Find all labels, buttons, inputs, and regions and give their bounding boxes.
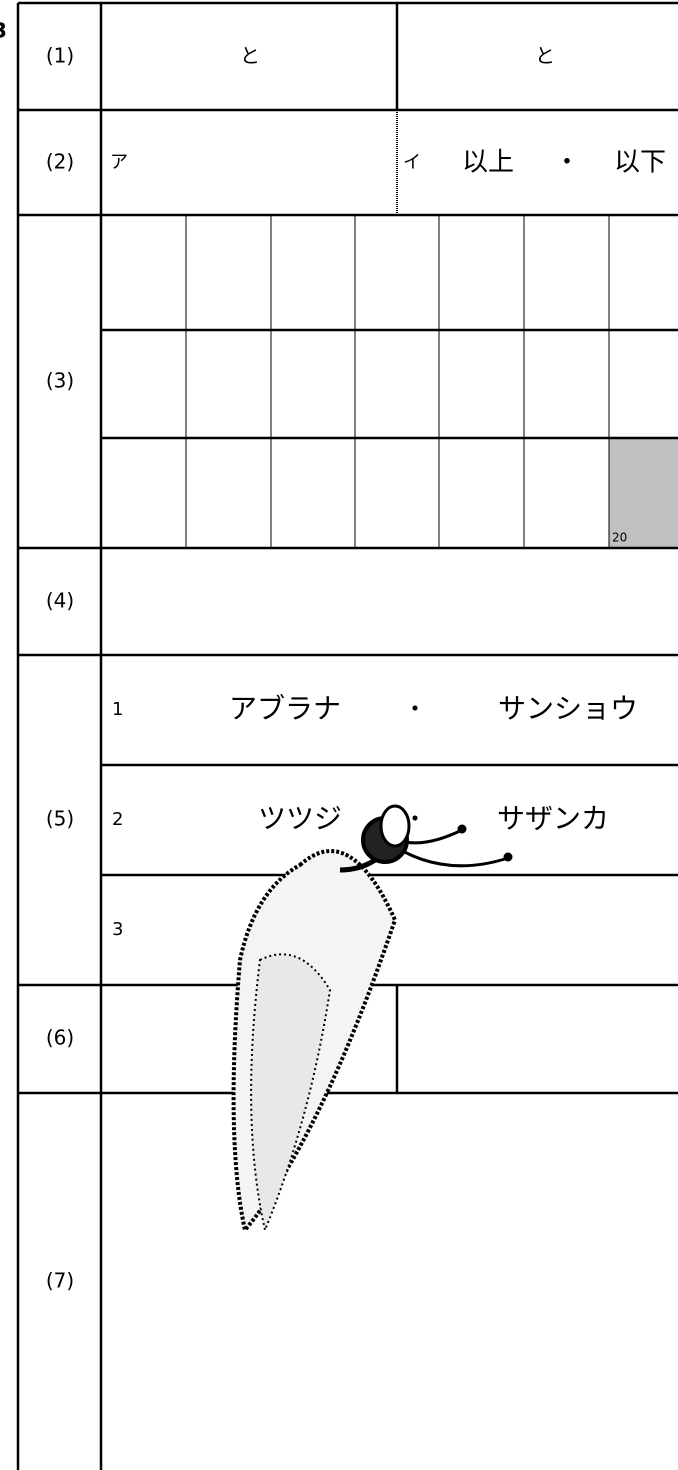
cell-text: イ bbox=[403, 152, 421, 173]
row-label: (1) bbox=[46, 44, 74, 68]
cell-text: と bbox=[240, 44, 260, 68]
cell-text: と bbox=[535, 44, 555, 68]
choice: アブラナ bbox=[229, 692, 341, 725]
item-number: 1 bbox=[112, 699, 123, 720]
choice: サザンカ bbox=[497, 802, 609, 835]
row-label: (3) bbox=[46, 369, 74, 393]
insect-illustration bbox=[231, 804, 513, 1235]
row-label: (6) bbox=[46, 1026, 74, 1050]
row-label: (4) bbox=[46, 589, 74, 613]
cell-text: ・ bbox=[554, 148, 580, 178]
cell-text: 以下 bbox=[614, 148, 666, 178]
item-number: 3 bbox=[112, 919, 123, 940]
row-label: (2) bbox=[46, 150, 74, 174]
grid-note: 20 bbox=[612, 531, 627, 545]
separator: ・ bbox=[403, 695, 427, 723]
row-label: (5) bbox=[46, 807, 74, 831]
item-number: 2 bbox=[112, 809, 123, 830]
cell-text: ア bbox=[110, 152, 128, 173]
section-number: 3 bbox=[0, 19, 7, 43]
row-label: (7) bbox=[46, 1269, 74, 1293]
choice: サンショウ bbox=[498, 692, 638, 725]
shaded-cell bbox=[609, 438, 678, 548]
cell-text: 以上 bbox=[462, 148, 514, 178]
table-lines bbox=[16, 1, 678, 1470]
choice: ツツジ bbox=[258, 802, 342, 835]
